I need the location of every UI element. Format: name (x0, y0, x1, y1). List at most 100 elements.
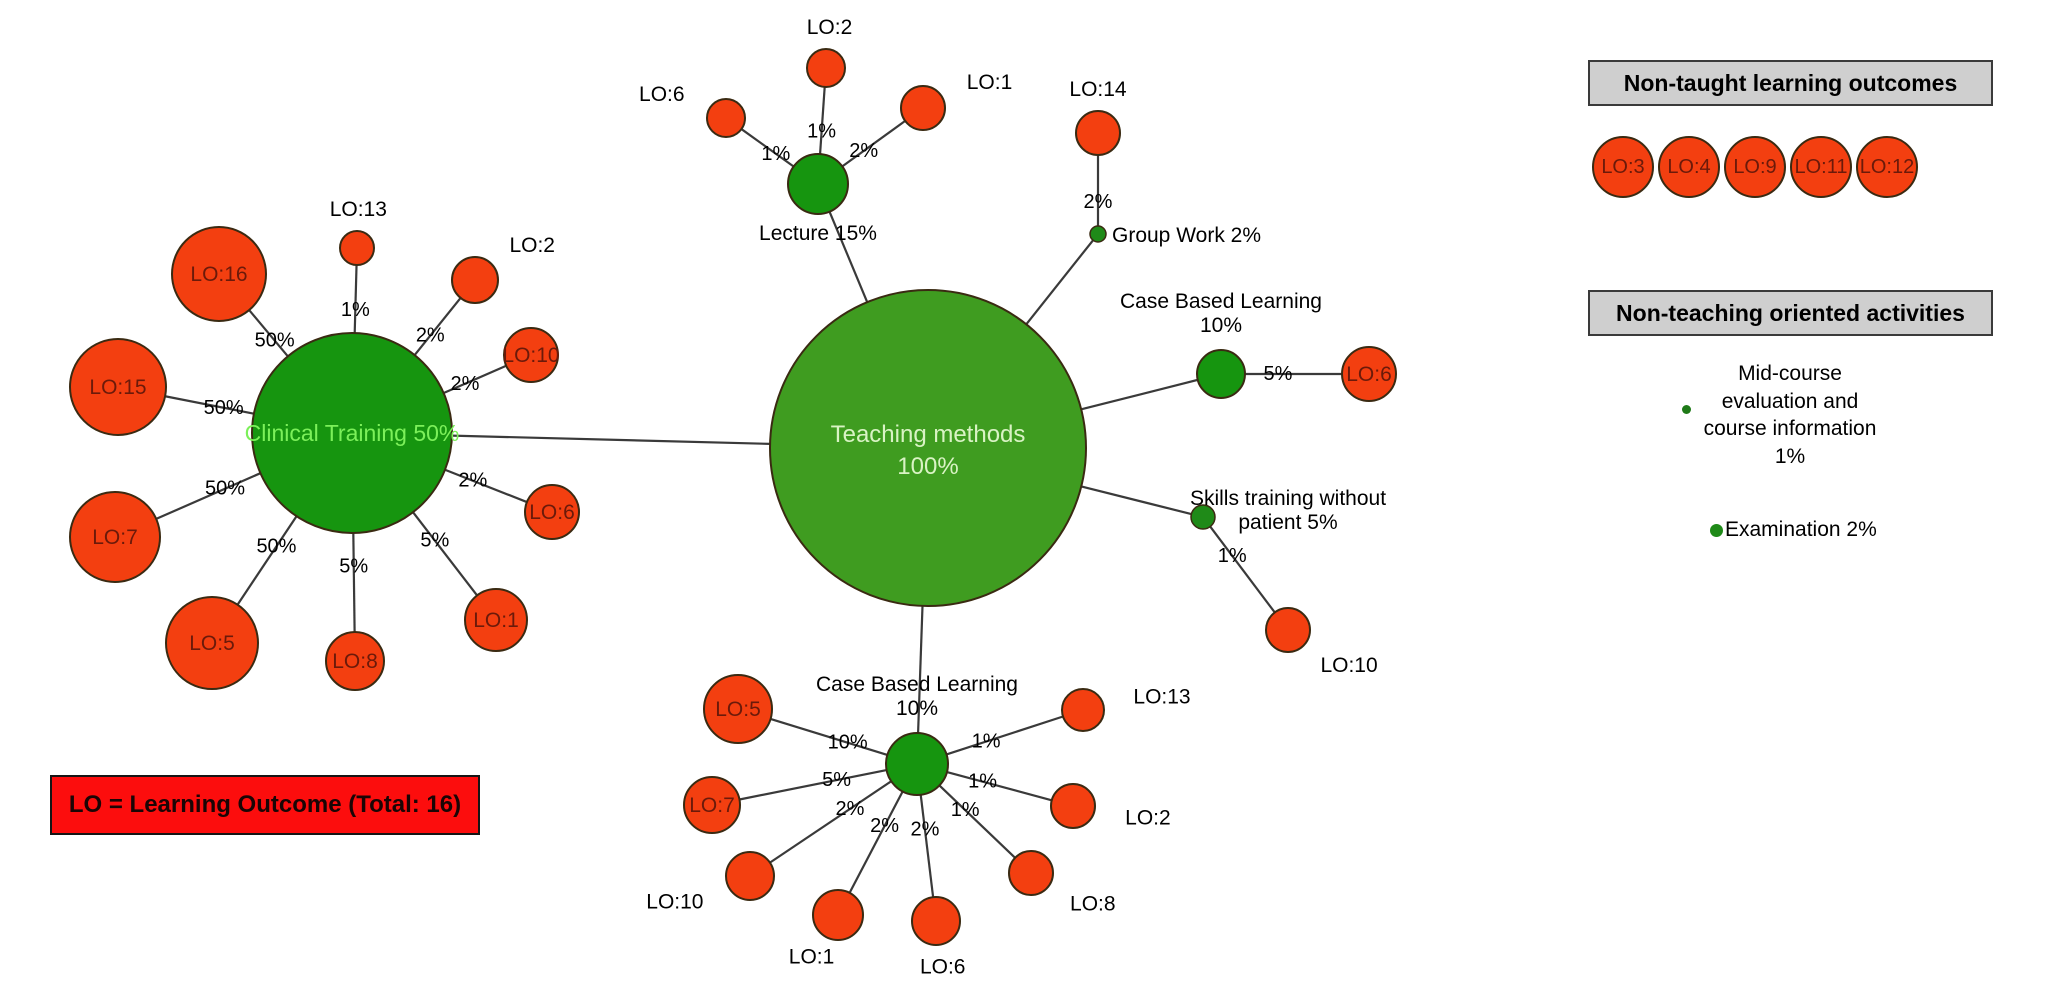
edge-clinical-training-to-lo-1-5 (412, 511, 478, 597)
edge-clinical-training-to-lo-6-6 (444, 468, 528, 504)
pct-label-seminar-lo-13-7: 1% (972, 731, 1001, 753)
lo-node-clinical-training-lo-7-2-label: LO:7 (92, 526, 138, 549)
edge-clinical-training-to-lo-5-3 (236, 515, 298, 606)
lo-node-clinical-training-lo-15-1-label: LO:15 (89, 376, 146, 399)
lo-node-clinical-training-lo-15-1[interactable] (69, 338, 167, 436)
lo-node-lecture-lo-1-2-label: LO:1 (967, 71, 1013, 94)
pct-label-seminar-lo-8-5: 1% (951, 799, 980, 821)
pct-label-seminar-lo-6-4: 2% (910, 819, 939, 841)
edge-clinical-training-to-lo-13-9 (353, 264, 358, 334)
lo-node-seminar-lo-6-4[interactable] (911, 896, 961, 946)
labels-layer: 50%50%50%50%5%5%2%2%2%1%1%1%2%2%5%1%10%5… (89, 16, 1391, 979)
edge-lecture-to-lo-6-0 (740, 128, 795, 168)
lo-node-seminar-lo-7-1-label: LO:7 (689, 794, 735, 817)
activity-examination-label: Examination 2% (1725, 518, 1877, 541)
lo-node-clinical-training-lo-7-2[interactable] (69, 491, 161, 583)
lo-node-clinical-training-lo-1-5[interactable] (464, 588, 528, 652)
method-node-group-work[interactable] (1089, 225, 1107, 243)
edge-teaching-methods-to-seminar (916, 605, 924, 734)
lo-node-seminar-lo-2-6[interactable] (1050, 783, 1096, 829)
pct-label-clinical-training-lo-10-7: 2% (450, 373, 479, 395)
lo-node-seminar-lo-10-2[interactable] (725, 851, 775, 901)
lo-node-clinical-training-lo-6-6-label: LO:6 (529, 501, 575, 524)
lo-node-clinical-training-lo-2-8[interactable] (451, 256, 499, 304)
edge-clinical-training-to-lo-10-7 (443, 364, 507, 395)
edge-seminar-to-lo-6-4 (919, 794, 935, 898)
lo-node-lecture-lo-6-0[interactable] (706, 98, 746, 138)
lo-node-clinical-training-lo-16-0[interactable] (171, 226, 267, 322)
pct-label-clinical-training-lo-5-3: 50% (256, 535, 296, 557)
lo-node-clinical-training-lo-8-4-label: LO:8 (332, 650, 378, 673)
edge-teaching-methods-to-case-based-learning (1080, 378, 1199, 411)
lo-node-seminar-lo-8-5[interactable] (1008, 850, 1054, 896)
pct-label-lecture-lo-6-0: 1% (761, 143, 790, 165)
edges-layer (155, 86, 1342, 898)
lo-node-clinical-training-lo-5-3-label: LO:5 (189, 632, 235, 655)
edge-seminar-to-lo-10-2 (769, 780, 892, 864)
lo-node-seminar-lo-1-3-label: LO:1 (789, 946, 835, 969)
nodes-layer (69, 48, 1397, 946)
hub-label-value: 100% (897, 453, 958, 480)
method-node-lecture-label: Lecture 15% (759, 222, 877, 245)
edge-teaching-methods-to-skills-training (1080, 485, 1192, 516)
hub-label-title: Teaching methods (831, 421, 1026, 448)
method-node-clinical-training-label: Clinical Training 50% (245, 420, 460, 446)
lo-node-case-based-learning-lo-6-0[interactable] (1341, 346, 1397, 402)
pct-label-seminar-lo-10-2: 2% (836, 798, 865, 820)
method-node-case-based-learning[interactable] (1196, 349, 1246, 399)
lo-node-clinical-training-lo-6-6[interactable] (524, 484, 580, 540)
lo-node-seminar-lo-5-0-label: LO:5 (715, 698, 761, 721)
lo-node-seminar-lo-7-1[interactable] (683, 776, 741, 834)
nontaught-lo-list: LO:3 LO:4 LO:9 LO:11 LO:12 (1592, 135, 1992, 199)
pct-label-clinical-training-lo-8-4: 5% (339, 556, 368, 578)
pct-label-case-based-learning-lo-6-0: 5% (1264, 363, 1293, 385)
lo-node-lecture-lo-2-1[interactable] (806, 48, 846, 88)
method-node-clinical-training[interactable] (251, 332, 453, 534)
method-node-skills-training[interactable] (1190, 504, 1216, 530)
lo-node-lecture-lo-6-0-label: LO:6 (639, 83, 685, 106)
pct-label-clinical-training-lo-6-6: 2% (458, 470, 487, 492)
method-node-lecture[interactable] (787, 153, 849, 215)
edge-clinical-training-to-lo-8-4 (352, 532, 356, 633)
lo-node-group-work-lo-14-0[interactable] (1075, 110, 1121, 156)
lo-node-case-based-learning-lo-6-0-label: LO:6 (1346, 363, 1392, 386)
pct-label-seminar-lo-1-3: 2% (870, 815, 899, 837)
method-node-seminar-label-2: 10% (896, 697, 938, 720)
edge-clinical-training-to-lo-2-8 (413, 297, 462, 356)
lo-node-skills-training-lo-10-0[interactable] (1265, 607, 1311, 653)
lo-node-seminar-lo-13-7-label: LO:13 (1133, 686, 1190, 709)
lo-node-lecture-lo-1-2[interactable] (900, 85, 946, 131)
edge-clinical-training-to-lo-7-2 (155, 472, 261, 520)
lo-node-seminar-lo-13-7[interactable] (1061, 688, 1105, 732)
activity-dot-icon (1682, 405, 1691, 414)
pct-label-seminar-lo-2-6: 1% (968, 771, 997, 793)
edge-seminar-to-lo-13-7 (946, 715, 1064, 756)
edge-seminar-to-lo-8-5 (938, 784, 1016, 859)
edge-skills-training-to-lo-10-0 (1209, 525, 1276, 614)
edge-lecture-to-lo-1-2 (841, 120, 906, 168)
lo-node-seminar-lo-10-2-label: LO:10 (646, 891, 703, 914)
lo-node-skills-training-lo-10-0-label: LO:10 (1320, 654, 1377, 677)
pct-label-clinical-training-lo-15-1: 50% (204, 397, 244, 419)
method-node-case-based-learning-label: Case Based Learning (1120, 290, 1322, 313)
lo-node-seminar-lo-2-6-label: LO:2 (1125, 806, 1171, 829)
lo-node-clinical-training-lo-13-9-label: LO:13 (330, 198, 387, 221)
lo-node-clinical-training-lo-8-4[interactable] (325, 631, 385, 691)
lo-node-clinical-training-lo-5-3[interactable] (165, 596, 259, 690)
nontaught-panel-header: Non-taught learning outcomes (1588, 60, 1993, 106)
nontaught-lo-lo-9: LO:9 (1724, 136, 1786, 198)
lo-node-clinical-training-lo-13-9[interactable] (339, 230, 375, 266)
pct-label-skills-training-lo-10-0: 1% (1218, 545, 1247, 567)
lo-node-seminar-lo-5-0[interactable] (703, 674, 773, 744)
method-node-seminar[interactable] (885, 732, 949, 796)
nonteaching-panel-header: Non-teaching oriented activities (1588, 290, 1993, 336)
edge-teaching-methods-to-clinical-training (451, 434, 771, 445)
lo-node-seminar-lo-1-3[interactable] (812, 889, 864, 941)
lo-node-seminar-lo-6-4-label: LO:6 (920, 956, 966, 979)
pct-label-lecture-lo-2-1: 1% (807, 120, 836, 142)
hub-node-teaching-methods[interactable] (769, 289, 1087, 607)
lo-node-group-work-lo-14-0-label: LO:14 (1069, 78, 1127, 101)
edge-clinical-training-to-lo-15-1 (164, 395, 255, 415)
lo-node-clinical-training-lo-10-7[interactable] (503, 327, 559, 383)
edge-seminar-to-lo-2-6 (946, 770, 1053, 802)
